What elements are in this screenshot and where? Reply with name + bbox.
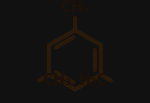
Text: CH₃: CH₃ xyxy=(42,73,72,88)
Text: CH₃: CH₃ xyxy=(60,0,90,15)
Text: H₃C: H₃C xyxy=(78,73,108,88)
